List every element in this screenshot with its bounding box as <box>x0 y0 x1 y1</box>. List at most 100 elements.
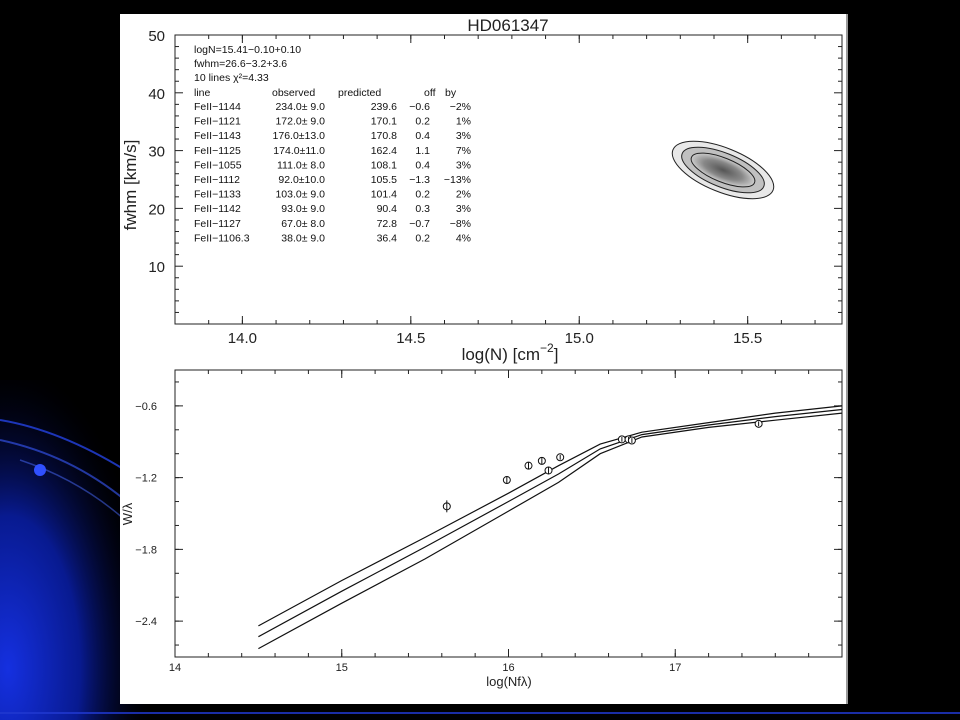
contour-x-axis-label-main: log(N) <box>462 345 508 364</box>
y-tick-label: 50 <box>148 28 165 45</box>
fit-info-line: fwhm=26.6−3.2+3.6 <box>194 58 287 70</box>
table-cell: FeII−1121 <box>194 116 241 128</box>
cog-curve-3 <box>258 412 843 650</box>
y-tick-label: 30 <box>148 144 165 161</box>
table-cell: 36.4 <box>377 232 398 244</box>
x-tick-label: 14 <box>169 662 181 674</box>
table-cell: −0.7 <box>409 218 430 230</box>
cog-data-point <box>544 466 553 475</box>
table-header-cell: observed <box>272 87 315 99</box>
x-tick-label: 15 <box>336 662 348 674</box>
table-cell: 93.0± 9.0 <box>281 203 325 215</box>
table-cell: 101.4 <box>371 189 397 201</box>
y-tick-label: −1.8 <box>135 544 157 556</box>
table-cell: 172.0± 9.0 <box>275 116 325 128</box>
table-cell: 111.0± 8.0 <box>277 159 325 171</box>
table-cell: 38.0± 9.0 <box>281 232 325 244</box>
fit-summary: logN=15.41−0.10+0.10 fwhm=26.6−3.2+3.6 1… <box>194 44 301 84</box>
table-cell: 105.5 <box>371 174 397 186</box>
table-cell: 174.0±11.0 <box>273 145 325 157</box>
cog-data-point <box>442 500 451 513</box>
table-cell: 162.4 <box>371 145 397 157</box>
contour-x-axis-unit-close: ] <box>554 345 559 364</box>
cog-curve-2 <box>258 408 843 638</box>
table-cell: −1.3 <box>409 174 430 186</box>
curve-of-growth-chart: 14 15 16 17 −0.6 −1.2 −1.8 −2.4 W/λ log(Nfλ) <box>120 369 843 689</box>
table-header-cell: predicted <box>338 87 381 99</box>
table-cell: 170.1 <box>371 116 397 128</box>
table-cell: 3% <box>456 159 471 171</box>
table-cell: −2% <box>450 101 471 113</box>
table-cell: 0.2 <box>415 189 430 201</box>
table-cell: 72.8 <box>377 218 398 230</box>
table-cell: −8% <box>450 218 471 230</box>
confidence-contours <box>671 140 775 200</box>
table-header-cell: by <box>445 87 457 99</box>
cog-y-axis-label: W/λ <box>120 502 135 525</box>
table-cell: FeII−1127 <box>194 218 241 230</box>
line-fit-table: line observed predicted off by FeII−1144 234.0… <box>194 87 471 244</box>
x-tick-label: 15.0 <box>565 330 594 347</box>
chart-title: HD061347 <box>467 16 548 35</box>
table-cell: 239.6 <box>371 101 397 113</box>
table-cell: 2% <box>456 189 471 201</box>
table-cell: FeII−1143 <box>194 130 241 142</box>
y-tick-label: −0.6 <box>135 401 157 413</box>
table-cell: FeII−1106.3 <box>194 232 250 244</box>
cog-data-point <box>627 436 636 445</box>
table-cell: −0.6 <box>409 101 430 113</box>
table-cell: FeII−1142 <box>194 203 241 215</box>
table-cell: 0.4 <box>415 159 430 171</box>
table-cell: 0.2 <box>415 116 430 128</box>
cog-data-point <box>502 476 511 485</box>
table-cell: 1% <box>456 116 471 128</box>
table-cell: FeII−1144 <box>194 101 241 113</box>
cog-curve-1 <box>258 405 843 627</box>
table-cell: FeII−1055 <box>194 159 242 171</box>
table-header-cell: off <box>424 87 436 99</box>
table-cell: 0.2 <box>415 232 430 244</box>
y-tick-label: 40 <box>148 86 165 103</box>
table-cell: 170.8 <box>371 130 397 142</box>
contour-chart: HD061347 14.0 14.5 15.0 15.5 10 20 30 40 50 fwhm… <box>121 16 843 364</box>
contour-y-axis-label: fwhm [km/s] <box>121 140 140 231</box>
table-cell: 3% <box>456 130 471 142</box>
cog-data-point <box>754 419 763 428</box>
table-cell: 234.0± 9.0 <box>275 101 325 113</box>
cog-data-points <box>442 419 763 513</box>
cog-axes: 14 15 16 17 −0.6 −1.2 −1.8 −2.4 <box>135 370 843 674</box>
cog-x-axis-label: log(Nfλ) <box>486 674 532 689</box>
cog-data-point <box>617 435 626 444</box>
contour-x-axis-unit: [cm <box>513 345 540 364</box>
table-cell: 92.0±10.0 <box>278 174 325 186</box>
table-cell: 1.1 <box>415 145 430 157</box>
x-tick-label: 14.5 <box>396 330 425 347</box>
cog-plot-frame <box>174 369 843 658</box>
cog-data-point <box>524 461 533 470</box>
table-cell: 0.3 <box>415 203 430 215</box>
table-cell: 67.0± 8.0 <box>281 218 325 230</box>
table-cell: FeII−1112 <box>194 174 240 186</box>
x-tick-label: 14.0 <box>228 330 257 347</box>
fit-info-line: logN=15.41−0.10+0.10 <box>194 44 301 56</box>
table-cell: 3% <box>456 203 471 215</box>
table-cell: 176.0±13.0 <box>273 130 326 142</box>
table-cell: 103.0± 9.0 <box>275 189 325 201</box>
table-cell: −13% <box>444 174 471 186</box>
table-cell: 108.1 <box>371 159 397 171</box>
fit-info-line: 10 lines χ²=4.33 <box>194 72 269 84</box>
y-tick-label: 10 <box>148 259 165 276</box>
contour-x-axis-unit-exponent: −2 <box>540 341 554 355</box>
x-tick-label: 17 <box>669 662 681 674</box>
cog-data-point <box>537 456 546 465</box>
x-tick-label: 15.5 <box>733 330 762 347</box>
table-cell: 7% <box>456 145 471 157</box>
table-cell: 0.4 <box>415 130 430 142</box>
cog-curves <box>258 405 843 650</box>
table-cell: 4% <box>456 232 471 244</box>
contour-axes: 14.0 14.5 15.0 15.5 10 20 30 40 50 <box>148 28 842 347</box>
contour-inner <box>690 152 756 188</box>
y-tick-label: 20 <box>148 201 165 218</box>
table-cell: FeII−1133 <box>194 189 241 201</box>
contour-plot-frame <box>174 34 843 325</box>
